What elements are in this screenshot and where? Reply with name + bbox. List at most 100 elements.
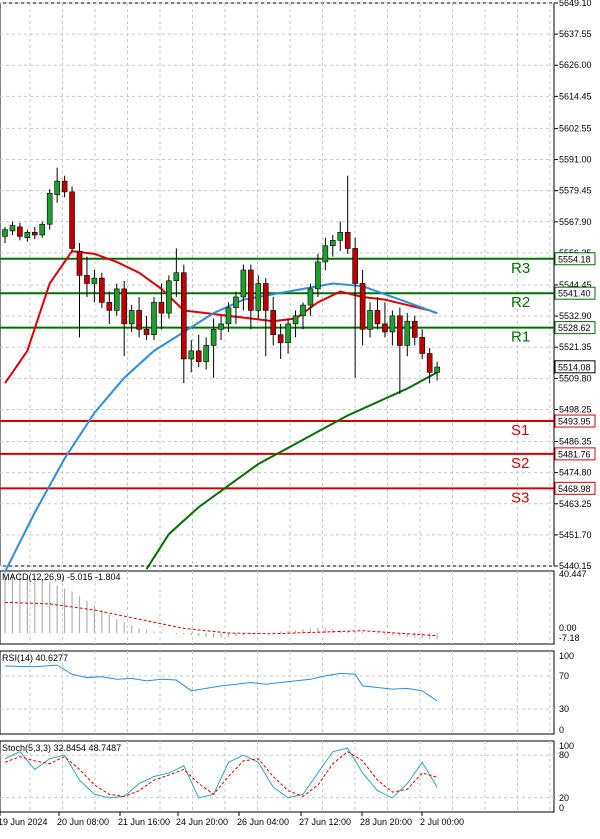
sr-price-box-s1 (554, 414, 596, 428)
macd-y-tick-label: 0.00 (559, 623, 577, 633)
x-tick-label: 26 Jun 04:00 (237, 817, 289, 827)
candle-body (99, 277, 105, 303)
candle-body (270, 310, 277, 335)
rsi-title: RSI(14) 40.6277 (2, 653, 68, 663)
candle-body (91, 277, 98, 284)
candle-body (195, 350, 202, 362)
rsi-y-tick-label: 100 (559, 651, 574, 661)
sr-name-r2: R2 (511, 294, 530, 311)
y-tick-label: 5521.35 (559, 342, 592, 352)
sr-price-label-r3: 5554.18 (558, 254, 591, 264)
candle-body (69, 191, 75, 249)
last-price-box (554, 360, 596, 374)
rsi-line (4, 664, 438, 702)
candle-body (61, 180, 68, 193)
sr-price-box-s2 (554, 447, 596, 461)
y-tick-label: 5451.70 (559, 530, 592, 540)
sr-name-s2: S2 (511, 455, 529, 472)
x-tick-label: 28 Jun 20:00 (360, 817, 412, 827)
sr-price-label-r1: 5528.62 (558, 323, 591, 333)
stoch-y-tick-label: 20 (559, 793, 569, 803)
panel-frame-stoch (0, 740, 555, 813)
candle-body (315, 261, 321, 290)
candle-body (24, 231, 31, 238)
stoch-title: Stoch(5,3,3) 32.8454 48.7487 (2, 743, 121, 753)
y-tick-label: 5486.35 (559, 437, 592, 447)
candle-body (233, 296, 239, 309)
x-tick-label: 20 Jun 08:00 (57, 817, 109, 827)
sr-price-label-r2: 5541.40 (558, 289, 591, 299)
candle-body (151, 302, 157, 335)
candle-body (337, 231, 344, 241)
sr-name-s1: S1 (511, 422, 529, 439)
stoch-y-tick-label: 80 (559, 750, 569, 760)
sr-name-s3: S3 (511, 489, 529, 506)
stoch-y-tick-label: 100 (559, 741, 574, 751)
y-tick-label: 5567.90 (559, 217, 592, 227)
y-tick-label: 5626.00 (559, 60, 592, 70)
y-tick-label: 5474.80 (559, 468, 592, 478)
candle-body (300, 304, 306, 317)
y-tick-label: 5614.45 (559, 91, 592, 101)
y-tick-label: 5509.80 (559, 373, 592, 383)
candle-body (136, 310, 142, 330)
x-tick-label: 19 Jun 2024 (0, 817, 48, 827)
candle-body (382, 323, 388, 333)
candle-body (203, 345, 209, 362)
y-tick-label: 5602.55 (559, 123, 592, 133)
sr-name-r3: R3 (511, 260, 530, 277)
macd-y-tick-label: -7.18 (559, 633, 580, 643)
y-tick-label: 5591.00 (559, 155, 592, 165)
candle-body (113, 288, 120, 311)
macd-signal-line (4, 601, 438, 637)
macd-y-tick-label: 40.447 (559, 569, 587, 579)
sr-price-label-s2: 5481.76 (558, 449, 591, 459)
rsi-y-tick-label: 30 (559, 704, 569, 714)
candle-body (188, 350, 195, 360)
candle-body (426, 353, 433, 373)
candle-body (166, 280, 172, 314)
candle-body (2, 229, 8, 237)
sr-name-r1: R1 (511, 329, 530, 346)
y-tick-label: 5440.15 (559, 561, 592, 571)
candle-body (9, 225, 16, 232)
candle-body (367, 310, 373, 330)
candle-body (389, 315, 396, 333)
candle-body (307, 288, 314, 306)
candle-body (17, 226, 23, 237)
y-tick-label: 5544.45 (559, 280, 592, 290)
macd-title: MACD(12,26,9) -5.015 -1.804 (2, 572, 121, 582)
moving-average-line (145, 371, 438, 570)
last-price-label: 5514.08 (558, 362, 591, 372)
y-tick-label: 5463.25 (559, 499, 592, 509)
candle-body (181, 272, 187, 360)
candle-body (39, 223, 46, 236)
rsi-y-tick-label: 0 (559, 725, 564, 735)
candle-body (352, 248, 358, 284)
stoch-d-line (4, 751, 438, 797)
y-tick-label: 5498.25 (559, 404, 592, 414)
panel-frame-rsi (0, 650, 555, 735)
candle-body (434, 366, 440, 373)
candle-body (404, 320, 411, 346)
candle-body (46, 192, 53, 225)
candle-body (248, 269, 254, 311)
sr-price-label-s3: 5468.98 (558, 484, 591, 494)
y-tick-label: 5532.90 (559, 311, 592, 321)
x-tick-label: 24 Jun 20:00 (176, 817, 228, 827)
candle-body (329, 240, 336, 247)
candle-body (121, 288, 127, 325)
candle-body (397, 315, 403, 346)
candle-body (240, 269, 247, 298)
sr-price-box-s3 (554, 481, 596, 495)
y-tick-label: 5637.55 (559, 29, 592, 39)
candle-body (210, 328, 217, 346)
candle-body (106, 302, 113, 311)
candle-body (292, 315, 299, 325)
panel-frame-macd (0, 570, 555, 645)
candle-body (411, 320, 418, 338)
candle-body (255, 283, 262, 311)
sr-price-box-r3 (554, 252, 596, 266)
